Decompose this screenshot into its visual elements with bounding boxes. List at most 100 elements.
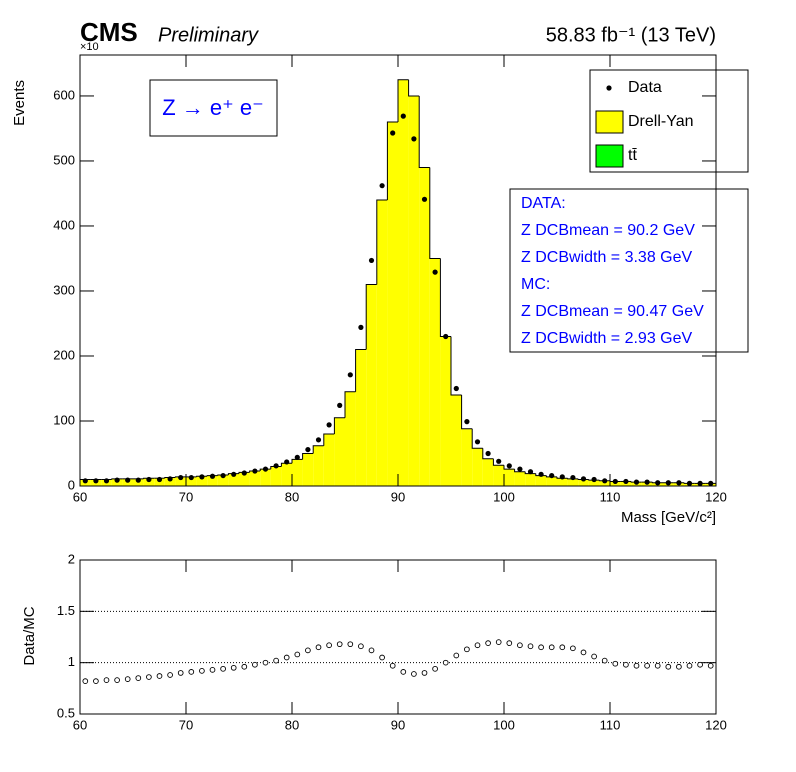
hist-outline	[461, 394, 473, 430]
data-point	[421, 196, 428, 202]
ratio-point	[146, 674, 152, 680]
data-point	[591, 476, 597, 483]
data-point	[326, 422, 332, 428]
ratio-point	[358, 643, 364, 650]
hist-bar	[578, 479, 589, 486]
hist-bar	[175, 476, 186, 486]
hist-bar	[260, 469, 271, 486]
hist-outline	[302, 452, 314, 460]
data-point	[559, 474, 565, 480]
data-point	[252, 468, 258, 474]
ratio-point	[411, 671, 417, 677]
y-axis-label: Events	[11, 80, 28, 126]
data-point	[347, 372, 353, 378]
x-tick-label: 100	[493, 489, 515, 504]
hist-bar	[302, 453, 314, 486]
hist-bar	[292, 459, 303, 486]
x-tick-label: 70	[179, 717, 193, 732]
legend-label: tt̄	[628, 147, 637, 164]
hist-outline	[365, 283, 377, 350]
y-tick-label: 0.5	[57, 705, 75, 720]
ratio-point	[707, 662, 714, 669]
hist-bar	[546, 476, 557, 486]
data-point	[178, 474, 184, 481]
ratio-point	[591, 653, 597, 660]
ratio-point	[474, 642, 481, 649]
hist-bar	[249, 471, 261, 486]
hist-bar	[451, 394, 462, 486]
data-point	[665, 480, 671, 486]
y-tick-label: 300	[53, 282, 75, 297]
ratio-point	[676, 663, 682, 670]
data-point	[156, 476, 163, 483]
ratio-point	[538, 644, 544, 651]
fit-text: Z DCBmean = 90.2 GeV	[521, 222, 695, 239]
data-point	[708, 480, 714, 486]
data-point	[146, 476, 152, 483]
fit-text: MC:	[521, 276, 550, 293]
hist-bar	[504, 469, 515, 486]
y-multiplier: ×10	[80, 41, 99, 53]
ratio-point	[559, 644, 566, 651]
legend-label: Drell-Yan	[628, 113, 694, 130]
hist-bar	[313, 445, 324, 486]
fit-text: Z DCBwidth = 3.38 GeV	[521, 249, 693, 266]
y-tick-label: 1	[68, 654, 75, 669]
data-point	[432, 269, 438, 275]
ratio-point	[697, 661, 703, 668]
hist-bar	[164, 477, 176, 486]
x-tick-label: 120	[705, 489, 727, 504]
hist-outline	[514, 469, 526, 473]
data-point	[294, 454, 300, 460]
x-tick-label: 60	[73, 717, 87, 732]
ratio-point	[612, 660, 619, 667]
ratio-point	[220, 665, 226, 672]
hist-bar	[440, 336, 451, 486]
data-point	[496, 458, 502, 464]
hist-outline	[418, 95, 430, 168]
hist-outline	[333, 417, 345, 434]
data-point	[273, 463, 279, 469]
ratio-point	[495, 639, 502, 645]
ratio-point	[485, 640, 491, 647]
ratio-point	[262, 659, 269, 666]
y-tick-label: 2	[68, 551, 75, 566]
data-point	[125, 477, 131, 483]
data-point	[93, 478, 99, 484]
hist-bar	[567, 478, 579, 486]
x-tick-label: 70	[179, 489, 193, 504]
ratio-point	[336, 641, 343, 648]
hist-bar	[514, 471, 526, 486]
data-point	[474, 439, 481, 445]
ratio-point	[135, 675, 142, 681]
data-point	[82, 478, 88, 484]
fit-box	[509, 188, 749, 353]
x-tick-label: 80	[285, 489, 299, 504]
data-point	[114, 477, 120, 483]
ratio-point	[442, 659, 449, 666]
data-point	[527, 469, 534, 475]
data-point	[368, 257, 375, 264]
legend-marker	[606, 85, 612, 91]
ratio-point	[400, 669, 407, 675]
data-point	[411, 136, 417, 142]
ratio-point	[633, 662, 640, 669]
hist-bar	[408, 95, 420, 487]
hist-bar	[599, 480, 610, 486]
hist-bar	[525, 473, 536, 486]
hist-outline	[471, 428, 483, 449]
hist-bar	[239, 472, 250, 486]
hist-bar	[387, 121, 398, 487]
hist-bar	[207, 475, 218, 486]
data-point	[697, 480, 703, 486]
hist-bar	[398, 79, 409, 486]
ratio-point	[156, 673, 163, 679]
hist-bar	[217, 474, 229, 486]
fit-text: DATA:	[521, 195, 566, 212]
ratio-point	[665, 663, 672, 670]
ratio-point	[368, 647, 375, 654]
x-tick-label: 90	[391, 717, 405, 732]
x-tick-label: 100	[493, 717, 515, 732]
data-point	[602, 478, 608, 484]
